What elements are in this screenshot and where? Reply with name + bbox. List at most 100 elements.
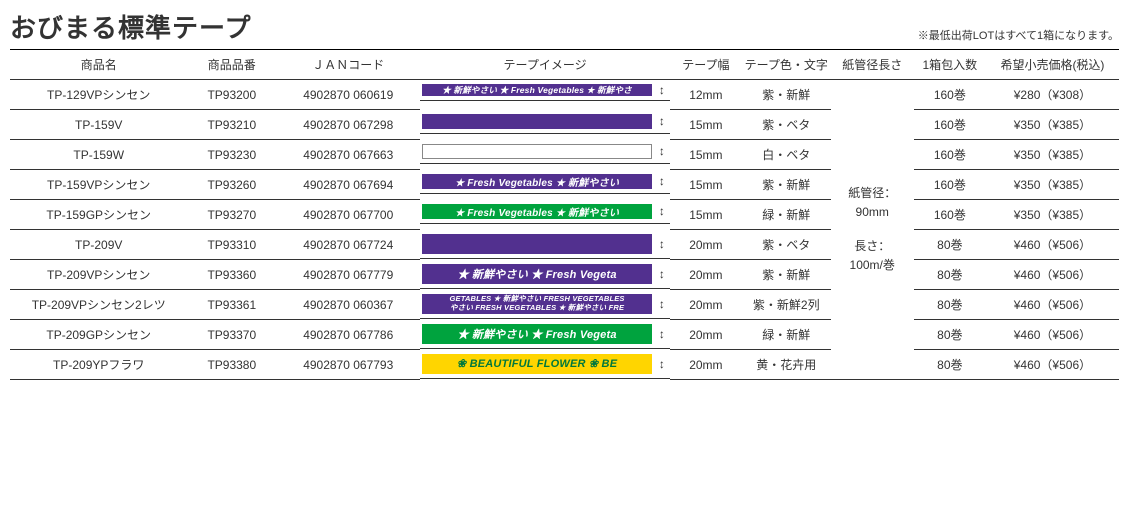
- tape-width: 20mm: [670, 350, 742, 380]
- table-row: TP-129VPシンセンTP932004902870 060619★ 新鮮やさい…: [10, 80, 1119, 110]
- tape-color-text: 紫・新鮮: [742, 170, 831, 200]
- retail-price: ¥350（¥385）: [986, 110, 1119, 140]
- shipping-note: ※最低出荷LOTはすべて1箱になります。: [918, 27, 1119, 45]
- tape-color-text: 緑・新鮮: [742, 200, 831, 230]
- tape-width: 15mm: [670, 110, 742, 140]
- jan-code: 4902870 067700: [276, 200, 420, 230]
- product-name: TP-159V: [10, 110, 187, 140]
- jan-code: 4902870 067786: [276, 320, 420, 350]
- product-code: TP93370: [187, 320, 276, 350]
- tape-image: ❀ BEAUTIFUL FLOWER ❀ BE↕: [420, 350, 670, 379]
- product-code: TP93310: [187, 230, 276, 260]
- column-header: ＪＡＮコード: [276, 50, 420, 80]
- pack-count: 160巻: [914, 80, 986, 110]
- tape-width: 15mm: [670, 140, 742, 170]
- tape-width: 15mm: [670, 200, 742, 230]
- height-gauge-icon: ↕: [656, 175, 668, 187]
- tape-color-text: 緑・新鮮: [742, 320, 831, 350]
- tape-color-text: 白・ベタ: [742, 140, 831, 170]
- tape-width: 20mm: [670, 230, 742, 260]
- jan-code: 4902870 067298: [276, 110, 420, 140]
- tape-color-text: 紫・新鮮: [742, 80, 831, 110]
- pack-count: 80巻: [914, 350, 986, 380]
- product-code: TP93380: [187, 350, 276, 380]
- tape-image: ★ 新鮮やさい ★ Fresh Vegeta↕: [420, 320, 670, 349]
- height-gauge-icon: ↕: [656, 84, 668, 96]
- tube-length-value: 100m/巻: [833, 256, 912, 275]
- product-code: TP93210: [187, 110, 276, 140]
- retail-price: ¥460（¥506）: [986, 350, 1119, 380]
- tape-width: 20mm: [670, 290, 742, 320]
- retail-price: ¥460（¥506）: [986, 230, 1119, 260]
- height-gauge-icon: ↕: [656, 298, 668, 310]
- tape-image: ★ Fresh Vegetables ★ 新鮮やさい↕: [420, 200, 670, 224]
- jan-code: 4902870 067663: [276, 140, 420, 170]
- tube-length-label: 長さ：: [833, 237, 912, 256]
- pack-count: 160巻: [914, 170, 986, 200]
- retail-price: ¥460（¥506）: [986, 320, 1119, 350]
- retail-price: ¥460（¥506）: [986, 290, 1119, 320]
- column-header: 商品品番: [187, 50, 276, 80]
- product-name: TP-209VPシンセン2レツ: [10, 290, 187, 320]
- tape-width: 15mm: [670, 170, 742, 200]
- product-name: TP-129VPシンセン: [10, 80, 187, 110]
- product-name: TP-209VPシンセン: [10, 260, 187, 290]
- column-header: テープ色・文字: [742, 50, 831, 80]
- height-gauge-icon: ↕: [656, 328, 668, 340]
- tube-diameter-label: 紙管径：: [833, 184, 912, 203]
- table-row: TP-159VTP932104902870 067298↕15mm紫・ベタ160…: [10, 110, 1119, 140]
- retail-price: ¥350（¥385）: [986, 140, 1119, 170]
- product-name: TP-209V: [10, 230, 187, 260]
- product-name: TP-159VPシンセン: [10, 170, 187, 200]
- product-code: TP93230: [187, 140, 276, 170]
- retail-price: ¥460（¥506）: [986, 260, 1119, 290]
- product-code: TP93260: [187, 170, 276, 200]
- product-name: TP-209GPシンセン: [10, 320, 187, 350]
- table-row: TP-209VPシンセン2レツTP933614902870 060367GETA…: [10, 290, 1119, 320]
- tube-diameter-value: 90mm: [833, 203, 912, 222]
- jan-code: 4902870 067694: [276, 170, 420, 200]
- column-header: 希望小売価格(税込): [986, 50, 1119, 80]
- pack-count: 80巻: [914, 260, 986, 290]
- tape-image: GETABLES ★ 新鮮やさい FRESH VEGETABLESやさい FRE…: [420, 290, 670, 319]
- tube-spec: 紙管径：90mm 長さ：100m/巻: [831, 80, 914, 380]
- tape-color-text: 黄・花卉用: [742, 350, 831, 380]
- jan-code: 4902870 060619: [276, 80, 420, 110]
- tape-image: ★ 新鮮やさい ★ Fresh Vegeta↕: [420, 260, 670, 289]
- retail-price: ¥280（¥308）: [986, 80, 1119, 110]
- column-header: テープイメージ: [420, 50, 670, 80]
- jan-code: 4902870 060367: [276, 290, 420, 320]
- tape-width: 20mm: [670, 260, 742, 290]
- jan-code: 4902870 067779: [276, 260, 420, 290]
- height-gauge-icon: ↕: [656, 268, 668, 280]
- jan-code: 4902870 067724: [276, 230, 420, 260]
- retail-price: ¥350（¥385）: [986, 200, 1119, 230]
- retail-price: ¥350（¥385）: [986, 170, 1119, 200]
- page-title: おびまる標準テープ: [10, 8, 251, 45]
- table-row: TP-209YPフラワTP933804902870 067793❀ BEAUTI…: [10, 350, 1119, 380]
- product-code: TP93270: [187, 200, 276, 230]
- column-header: 紙管径長さ: [831, 50, 914, 80]
- pack-count: 160巻: [914, 200, 986, 230]
- pack-count: 160巻: [914, 110, 986, 140]
- tape-color-text: 紫・ベタ: [742, 230, 831, 260]
- table-row: TP-209GPシンセンTP933704902870 067786★ 新鮮やさい…: [10, 320, 1119, 350]
- product-name: TP-159GPシンセン: [10, 200, 187, 230]
- tape-image: ↕: [420, 230, 670, 259]
- column-header: 商品名: [10, 50, 187, 80]
- product-name: TP-209YPフラワ: [10, 350, 187, 380]
- jan-code: 4902870 067793: [276, 350, 420, 380]
- tape-color-text: 紫・新鮮2列: [742, 290, 831, 320]
- table-row: TP-159VPシンセンTP932604902870 067694★ Fresh…: [10, 170, 1119, 200]
- pack-count: 80巻: [914, 320, 986, 350]
- tape-width: 12mm: [670, 80, 742, 110]
- height-gauge-icon: ↕: [656, 358, 668, 370]
- table-row: TP-209VPシンセンTP933604902870 067779★ 新鮮やさい…: [10, 260, 1119, 290]
- tape-image: ★ Fresh Vegetables ★ 新鮮やさい↕: [420, 170, 670, 194]
- height-gauge-icon: ↕: [656, 238, 668, 250]
- pack-count: 80巻: [914, 230, 986, 260]
- column-header: テープ幅: [670, 50, 742, 80]
- table-row: TP-159WTP932304902870 067663↕15mm白・ベタ160…: [10, 140, 1119, 170]
- product-code: TP93200: [187, 80, 276, 110]
- pack-count: 160巻: [914, 140, 986, 170]
